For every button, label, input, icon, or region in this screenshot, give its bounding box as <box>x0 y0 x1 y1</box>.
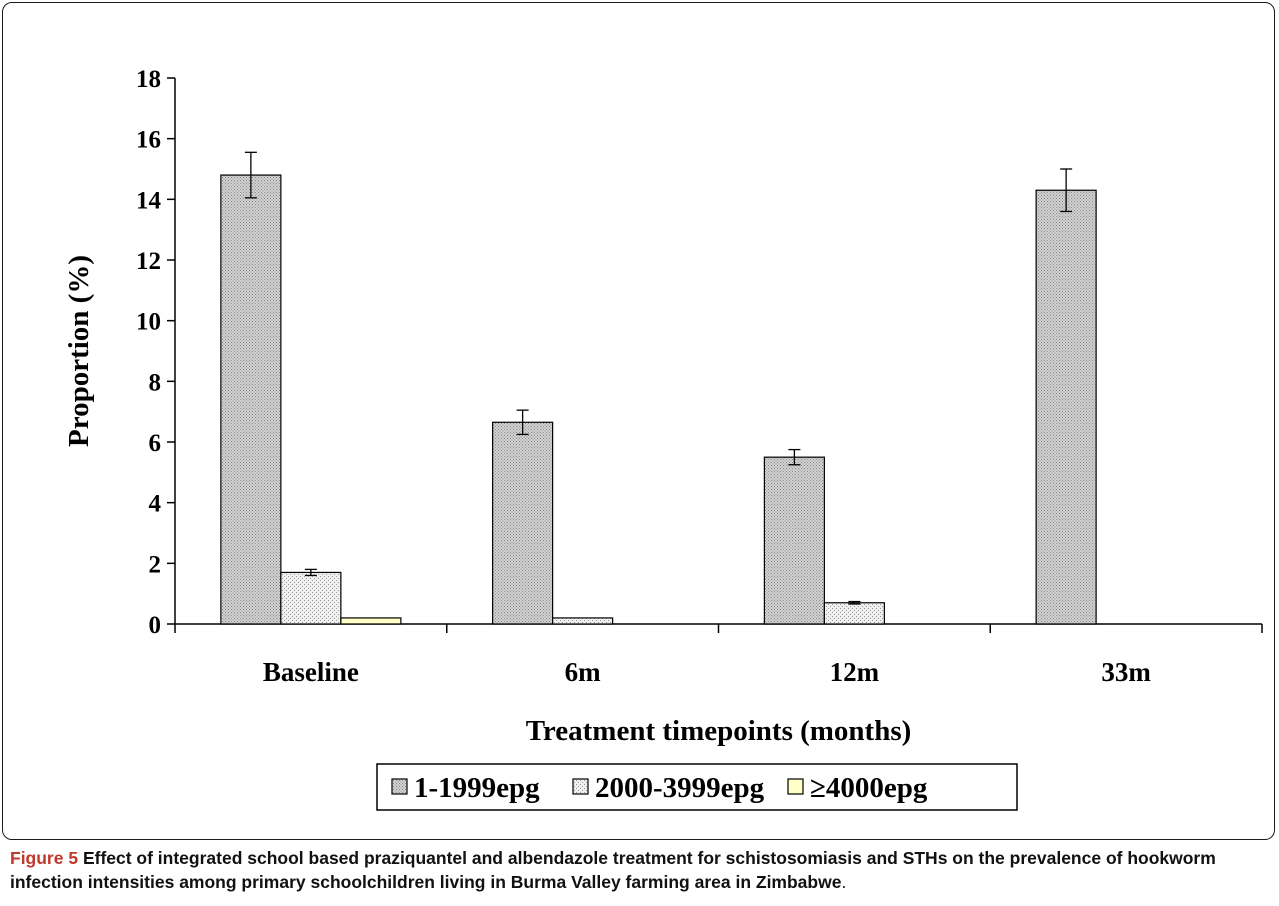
legend-box <box>376 763 1018 811</box>
bar <box>1035 189 1097 625</box>
bar <box>763 456 825 625</box>
figure-caption: Figure 5 Effect of integrated school bas… <box>10 846 1272 894</box>
figure-frame <box>2 2 1275 840</box>
legend-label: ≥4000epg <box>810 772 928 804</box>
bar <box>492 421 554 625</box>
caption-label: Figure 5 <box>10 848 79 868</box>
legend-label: 2000-3999epg <box>595 772 765 804</box>
y-tick-label: 8 <box>149 369 162 396</box>
caption-text: Effect of integrated school based praziq… <box>10 848 1216 892</box>
bar <box>552 617 614 625</box>
y-tick-label: 10 <box>136 309 161 336</box>
y-tick-label: 0 <box>149 612 162 639</box>
x-axis-title: Treatment timepoints (months) <box>526 715 912 747</box>
y-axis-title: Proportion (%) <box>63 255 95 447</box>
y-tick-label: 12 <box>136 248 161 275</box>
caption-end: . <box>841 872 847 892</box>
bar-chart: 0 2 4 6 8 10 12 14 16 18 Baseline 6m 12m 33m Treatment… <box>63 66 1263 811</box>
y-tick-label: 4 <box>149 491 162 518</box>
x-category-label: 12m <box>830 657 880 687</box>
bar <box>823 602 885 625</box>
bar <box>340 617 402 625</box>
legend-swatch <box>391 778 408 795</box>
y-tick-label: 16 <box>136 127 161 154</box>
y-tick-label: 6 <box>149 430 162 457</box>
legend-swatch <box>787 778 804 795</box>
y-tick-label: 18 <box>136 66 161 93</box>
y-tick-label: 2 <box>149 551 162 578</box>
legend-label: 1-1999epg <box>414 772 540 804</box>
y-tick-label: 14 <box>136 187 162 214</box>
bar <box>280 571 342 625</box>
bar <box>220 174 282 625</box>
legend-swatch <box>572 778 589 795</box>
x-category-label: 6m <box>565 657 602 687</box>
x-category-label: Baseline <box>263 657 359 687</box>
x-category-label: 33m <box>1101 657 1151 687</box>
